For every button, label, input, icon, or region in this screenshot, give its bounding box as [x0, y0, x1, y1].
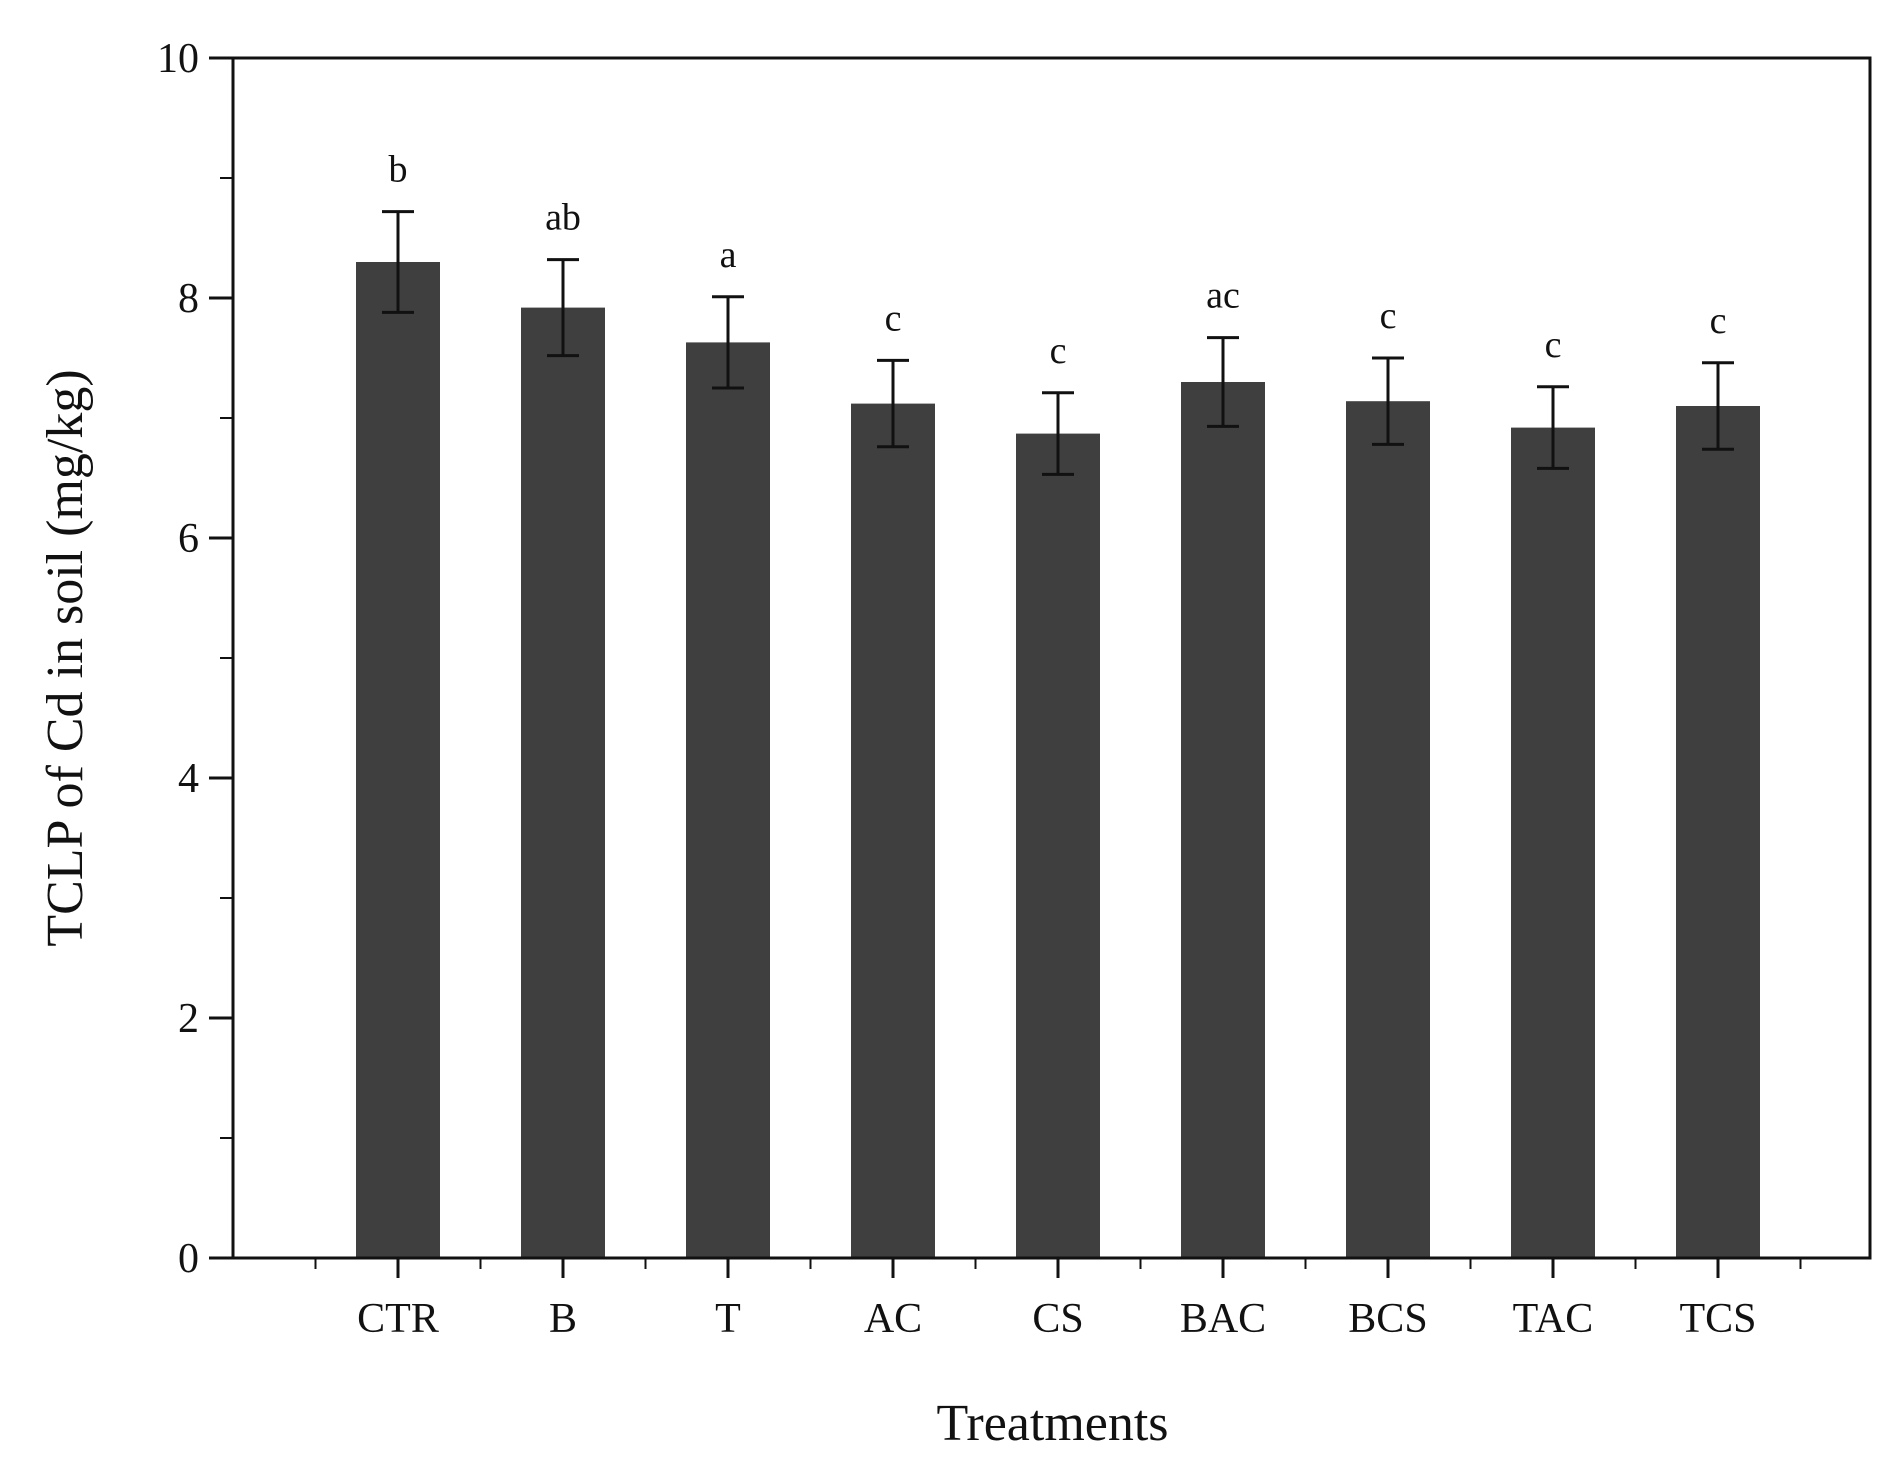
error-bar-bac	[1207, 336, 1239, 428]
error-bar-tac	[1537, 385, 1569, 470]
bar-b	[521, 307, 605, 1259]
bar-bcs	[1346, 401, 1430, 1258]
x-tick-label-t: T	[715, 1296, 741, 1342]
x-tick-label-tcs: TCS	[1679, 1296, 1756, 1342]
error-bar-tcs	[1702, 361, 1734, 451]
significance-label-tac: c	[1545, 324, 1562, 366]
significance-label-bcs: c	[1380, 295, 1397, 337]
bars-layer	[356, 262, 1760, 1259]
x-tick-label-b: B	[549, 1296, 577, 1342]
y-tick-label: 2	[178, 996, 199, 1042]
error-bar-bcs	[1372, 356, 1404, 446]
x-tick-label-cs: CS	[1032, 1296, 1083, 1342]
x-tick-label-ac: AC	[864, 1296, 922, 1342]
y-tick-label: 8	[178, 276, 199, 322]
bar-ctr	[356, 262, 440, 1258]
bar-ac	[851, 403, 935, 1259]
bar-cs	[1016, 433, 1100, 1259]
bar-bac	[1181, 382, 1265, 1258]
significance-label-cs: c	[1050, 330, 1067, 372]
error-bar-b	[547, 258, 579, 358]
error-bar-t	[712, 295, 744, 390]
significance-label-ctr: b	[389, 149, 408, 191]
error-bar-ctr	[382, 210, 414, 314]
y-tick-label: 10	[157, 36, 199, 82]
y-axis-title: TCLP of Cd in soil (mg/kg)	[37, 369, 94, 946]
bar-t	[686, 342, 770, 1258]
significance-label-bac: ac	[1206, 275, 1240, 317]
y-tick-label: 0	[178, 1236, 199, 1282]
x-tick-label-bcs: BCS	[1348, 1296, 1427, 1342]
x-tick-label-ctr: CTR	[357, 1296, 439, 1342]
significance-label-b: ab	[545, 197, 581, 239]
bar-tac	[1511, 427, 1595, 1259]
x-tick-label-tac: TAC	[1513, 1296, 1594, 1342]
x-tick-label-bac: BAC	[1180, 1296, 1266, 1342]
x-axis-title: Treatments	[936, 1395, 1168, 1452]
error-bar-ac	[877, 358, 909, 449]
bar-tcs	[1676, 406, 1760, 1258]
y-tick-label: 4	[178, 756, 199, 802]
significance-label-tcs: c	[1710, 300, 1727, 342]
error-bar-cs	[1042, 391, 1074, 476]
significance-label-ac: c	[885, 297, 902, 339]
y-tick-label: 6	[178, 516, 199, 562]
error-bars-layer	[382, 210, 1734, 476]
significance-label-t: a	[720, 234, 737, 276]
x-axis: CTR B T AC CS BAC BCS TAC TCS	[314, 1258, 1802, 1342]
y-axis: 0 2 4 6 8 10	[157, 36, 233, 1282]
